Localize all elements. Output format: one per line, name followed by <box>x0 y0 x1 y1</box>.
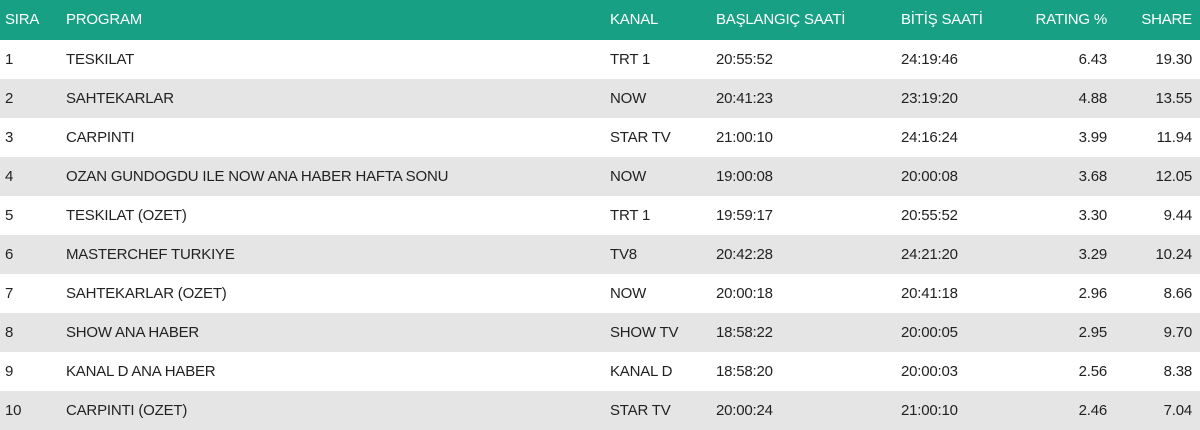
table-cell: MASTERCHEF TURKIYE <box>66 246 235 263</box>
header-cell: RATING % <box>1035 11 1108 28</box>
header-row: SIRA PROGRAM KANAL BAŞLANGIÇ SAATİ BİTİŞ SAA… <box>0 0 1200 40</box>
table-cell: STAR TV <box>610 129 671 146</box>
table-cell: 7 <box>5 285 14 302</box>
table-row: 3 CARPINTI STAR TV 21:00:10 24:16:24 3.99 11.9… <box>0 118 1200 157</box>
table-cell: 2.96 <box>1078 285 1108 302</box>
table-cell: 2.46 <box>1078 402 1108 419</box>
table-cell: 24:19:46 <box>901 51 958 68</box>
table-cell: 20:55:52 <box>716 51 773 68</box>
table-cell: 20:00:18 <box>716 285 773 302</box>
table-cell: 3.68 <box>1078 168 1108 185</box>
table-cell: 20:55:52 <box>901 207 958 224</box>
table-cell: TESKILAT (OZET) <box>66 207 187 224</box>
table-cell: TESKILAT <box>66 51 135 68</box>
table-cell: 18:58:22 <box>716 324 773 341</box>
table-cell: 10.24 <box>1155 246 1192 263</box>
table-cell: 21:00:10 <box>716 129 773 146</box>
table-cell: 13.55 <box>1155 90 1192 107</box>
table-cell: 3 <box>5 129 14 146</box>
table-cell: 20:00:08 <box>901 168 958 185</box>
table-cell: 20:00:03 <box>901 363 958 380</box>
table-row: 4 OZAN GUNDOGDU ILE NOW ANA HABER HAFTA S… <box>0 157 1200 196</box>
table-cell: 6.43 <box>1078 51 1108 68</box>
table-cell: 18:58:20 <box>716 363 773 380</box>
table-cell: TRT 1 <box>610 51 651 68</box>
table-cell: 20:42:28 <box>716 246 773 263</box>
table-cell: 8 <box>5 324 14 341</box>
header-cell: KANAL <box>610 11 659 28</box>
table-cell: 7.04 <box>1163 402 1193 419</box>
table-cell: KANAL D ANA HABER <box>66 363 216 380</box>
table-cell: 3.99 <box>1078 129 1108 146</box>
table-cell: SAHTEKARLAR <box>66 90 174 107</box>
table-cell: OZAN GUNDOGDU ILE NOW ANA HABER HAFTA SO… <box>66 168 449 185</box>
table-cell: 2.56 <box>1078 363 1108 380</box>
table-cell: CARPINTI <box>66 129 135 146</box>
table-cell: SAHTEKARLAR (OZET) <box>66 285 227 302</box>
table-cell: 20:00:24 <box>716 402 773 419</box>
header-cell: PROGRAM <box>66 11 143 28</box>
table-cell: NOW <box>610 90 647 107</box>
table-cell: 9.70 <box>1163 324 1193 341</box>
table-row: 7 SAHTEKARLAR (OZET) NOW 20:00:18 20:41:18 2.… <box>0 274 1200 313</box>
table-cell: 19:00:08 <box>716 168 773 185</box>
table-cell: 10 <box>5 402 22 419</box>
table-cell: 19:59:17 <box>716 207 773 224</box>
table-cell: 9.44 <box>1163 207 1193 224</box>
table-cell: 6 <box>5 246 14 263</box>
table-row: 6 MASTERCHEF TURKIYE TV8 20:42:28 24:21:20 3.… <box>0 235 1200 274</box>
header-cell: SHARE <box>1141 11 1192 28</box>
table-row: 2 SAHTEKARLAR NOW 20:41:23 23:19:20 4.88 13.55 <box>0 79 1200 118</box>
table-cell: 5 <box>5 207 14 224</box>
table-cell: 2.95 <box>1078 324 1108 341</box>
table-cell: 11.94 <box>1156 129 1193 146</box>
table-cell: 3.29 <box>1078 246 1108 263</box>
table-row: 9 KANAL D ANA HABER KANAL D 18:58:20 20:00:0… <box>0 352 1200 391</box>
header-cell: SIRA <box>5 11 40 28</box>
table-row: 1 TESKILAT TRT 1 20:55:52 24:19:46 6.43 19.30 <box>0 40 1200 79</box>
table-row: 5 TESKILAT (OZET) TRT 1 19:59:17 20:55:52 3.3… <box>0 196 1200 235</box>
table-cell: 3.30 <box>1078 207 1108 224</box>
table-cell: 4 <box>5 168 14 185</box>
table-cell: 21:00:10 <box>901 402 958 419</box>
table-cell: 8.38 <box>1163 363 1193 380</box>
table-cell: NOW <box>610 168 647 185</box>
table-row: 8 SHOW ANA HABER SHOW TV 18:58:22 20:00:05 2.… <box>0 313 1200 352</box>
table-cell: STAR TV <box>610 402 671 419</box>
table-cell: 20:41:23 <box>716 90 773 107</box>
table-cell: NOW <box>610 285 647 302</box>
table-row: 10 CARPINTI (OZET) STAR TV 20:00:24 21:00:10… <box>0 391 1200 430</box>
table-cell: 8.66 <box>1163 285 1193 302</box>
table-cell: 20:00:05 <box>901 324 958 341</box>
table-cell: TRT 1 <box>610 207 651 224</box>
table-cell: SHOW ANA HABER <box>66 324 200 341</box>
table-cell: SHOW TV <box>610 324 679 341</box>
table-cell: 24:16:24 <box>901 129 958 146</box>
table-cell: 24:21:20 <box>901 246 958 263</box>
table-cell: 12.05 <box>1155 168 1192 185</box>
table-cell: 19.30 <box>1155 51 1192 68</box>
table-cell: 23:19:20 <box>901 90 958 107</box>
table-cell: 1 <box>5 51 14 68</box>
table-cell: CARPINTI (OZET) <box>66 402 188 419</box>
header-cell: BAŞLANGIÇ SAATİ <box>716 11 846 28</box>
table-cell: KANAL D <box>610 363 673 380</box>
table-cell: 4.88 <box>1078 90 1108 107</box>
header-cell: BİTİŞ SAATİ <box>901 11 983 28</box>
table-cell: 9 <box>5 363 14 380</box>
table-cell: 2 <box>5 90 14 107</box>
table-cell: 20:41:18 <box>901 285 958 302</box>
table-cell: TV8 <box>610 246 637 263</box>
